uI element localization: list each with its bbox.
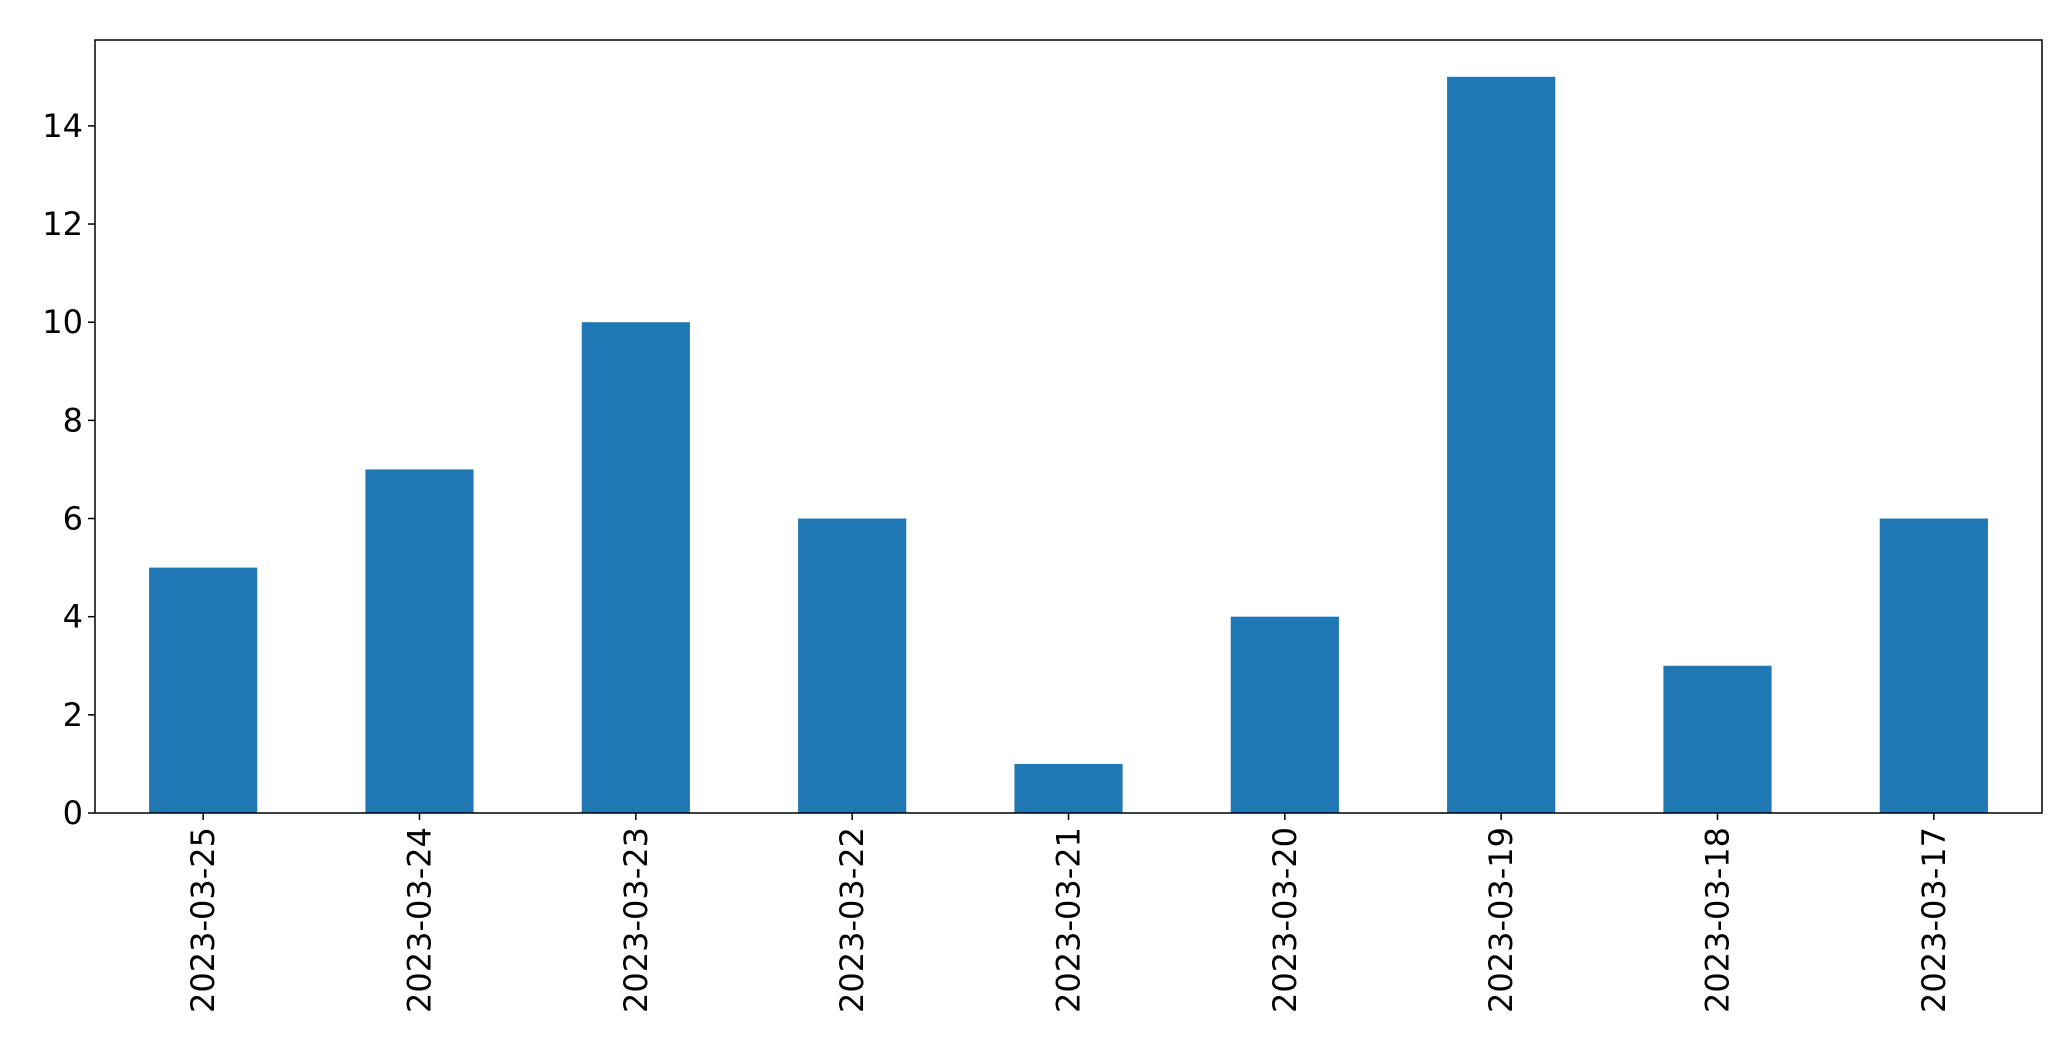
x-tick-label: 2023-03-21 [1050, 827, 1088, 1013]
bar-2023-03-24 [365, 469, 474, 813]
y-tick-label: 10 [42, 303, 83, 341]
y-tick-label: 8 [63, 401, 83, 439]
x-tick-label: 2023-03-18 [1699, 827, 1737, 1013]
bar-2023-03-17 [1879, 518, 1988, 813]
x-tick-label: 2023-03-23 [617, 827, 655, 1013]
x-tick-label: 2023-03-25 [184, 827, 222, 1013]
bars-group [149, 76, 1988, 814]
x-tick-label: 2023-03-22 [833, 827, 871, 1013]
y-tick-label: 2 [63, 696, 83, 734]
y-tick-label: 12 [42, 205, 83, 243]
bar-2023-03-25 [149, 567, 258, 813]
y-tick-label: 0 [63, 794, 83, 832]
x-tick-label: 2023-03-24 [401, 827, 439, 1013]
x-tick-label: 2023-03-17 [1915, 827, 1953, 1013]
bar-2023-03-23 [581, 322, 690, 813]
y-tick-label: 4 [63, 598, 83, 636]
y-axis: 0 2 4 6 8 10 12 14 [42, 107, 95, 832]
bar-2023-03-19 [1447, 76, 1556, 814]
y-tick-label: 14 [42, 107, 83, 145]
bar-2023-03-22 [798, 518, 907, 813]
x-tick-label: 2023-03-19 [1482, 827, 1520, 1013]
x-axis: 2023-03-25 2023-03-24 2023-03-23 2023-03-22… [184, 813, 1953, 1013]
bar-2023-03-20 [1230, 616, 1339, 813]
bar-2023-03-21 [1014, 763, 1123, 813]
y-tick-label: 6 [63, 500, 83, 538]
x-tick-label: 2023-03-20 [1266, 827, 1304, 1013]
plot-frame [94, 39, 2043, 814]
bar-2023-03-18 [1663, 665, 1772, 813]
